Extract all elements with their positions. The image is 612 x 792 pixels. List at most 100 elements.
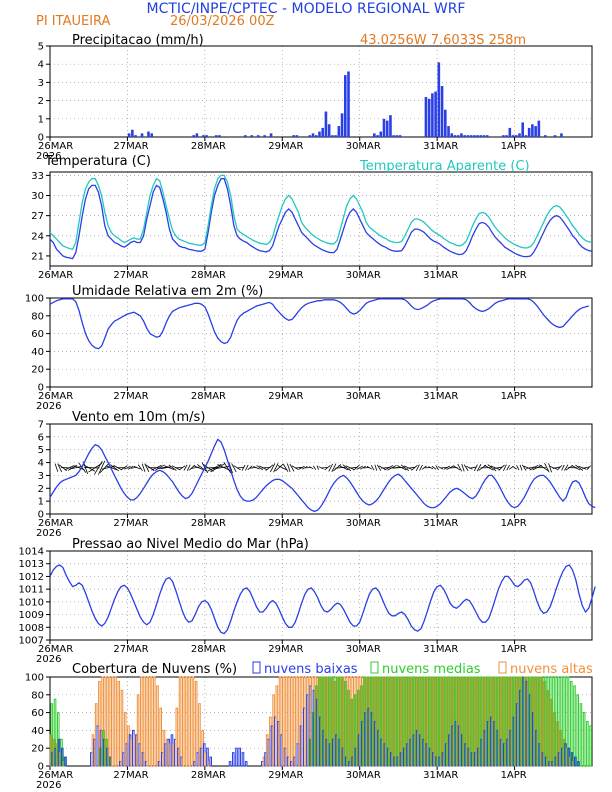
legend-box-medias (370, 661, 379, 674)
wind-arrow (575, 464, 584, 471)
wind-ytick-label: 0 (38, 510, 44, 521)
pressure-frame (49, 550, 593, 641)
wind-arrow (256, 465, 263, 471)
precip-bar (202, 135, 205, 137)
wind-xtick-label: 28MAR (191, 518, 226, 529)
panel-temperature: 21 24 27 30 33 26MAR 27MAR 28MAR 29MAR 30MAR 31MAR… (31, 171, 593, 281)
pressure-ytick-label: 1007 (19, 636, 44, 647)
wind-arrow (356, 465, 363, 470)
precip-bar (431, 93, 434, 137)
clouds-altas-bar (181, 676, 185, 767)
wind-arrow (88, 463, 103, 473)
panel-precip: 0 1 2 3 4 5 26MAR 27MAR 28MAR 29MAR 30MAR 31MAR 1APR… (36, 42, 593, 162)
wind-arrow (269, 463, 276, 473)
wind-arrow (522, 464, 527, 471)
wind-arrow (457, 463, 463, 472)
wind-arrow (400, 464, 409, 471)
wind-ytick-label: 7 (38, 420, 44, 431)
wind-ytick-label: 2 (38, 484, 44, 495)
wind-arrow (144, 463, 150, 473)
legend-nuvens-baixas: nuvens baixas (264, 662, 358, 677)
temperature-ytick-label: 27 (31, 211, 44, 222)
clouds-altas-bar (278, 676, 282, 767)
wind-arrow (353, 464, 360, 471)
precip-bar (343, 75, 347, 137)
precip-bar (456, 135, 460, 137)
wind-arrow (483, 464, 494, 471)
wind-arrow (548, 463, 552, 473)
precip-title: Precipitacao (mm/h) (72, 33, 204, 48)
precip-bar (460, 133, 463, 137)
clouds-altas-bar (146, 676, 150, 767)
humidity-frame (49, 297, 593, 388)
precip-bar (256, 135, 260, 137)
precip-bar (531, 124, 534, 137)
clouds-altas-bar (285, 676, 288, 767)
precip-bar (447, 126, 450, 137)
temperature-line (49, 178, 593, 260)
legend-box-baixas (252, 661, 261, 674)
wind-arrow (384, 465, 394, 471)
wind-arrow (188, 464, 195, 471)
wind-arrow (305, 467, 311, 469)
humidity-ytick-label: 80 (31, 311, 44, 322)
pressure-ytick-label: 1013 (19, 559, 44, 570)
clouds-ytick-label: 100 (25, 673, 44, 684)
precip-bar (392, 135, 395, 137)
precip-bar (440, 86, 444, 137)
pressure-xtick-label: 27MAR (113, 644, 148, 655)
clouds-ytick-label: 0 (38, 762, 44, 773)
precip-bar (382, 118, 386, 137)
clouds-xtick-label: 26MAR (38, 770, 73, 781)
wind-arrow (309, 466, 314, 470)
temperature-xtick-label: 30MAR (346, 270, 381, 281)
clouds-ytick-label: 20 (31, 744, 44, 755)
precip-bar (437, 62, 441, 137)
wind-arrow (506, 464, 510, 471)
precip-bar (427, 98, 431, 137)
precip-bar (524, 135, 528, 137)
wind-arrow (374, 464, 378, 471)
legend-nuvens-altas: nuvens altas (510, 662, 593, 677)
wind-arrow (183, 464, 188, 471)
wind-arrow (313, 465, 317, 470)
precip-bar (134, 135, 137, 137)
clouds-altas-bar (114, 676, 117, 767)
precip-ytick-label: 4 (38, 60, 44, 71)
clouds-baixas-bar (573, 756, 577, 767)
precip-bar (334, 135, 337, 137)
wind-arrow (168, 464, 177, 471)
wind-arrow (516, 465, 520, 471)
humidity-title: Umidade Relativa em 2m (%) (72, 284, 263, 299)
clouds-xtick-label: 31MAR (423, 770, 458, 781)
precip-xtick-label: 26MAR (38, 141, 73, 152)
precip-bar (311, 133, 315, 137)
wind-arrow (164, 465, 175, 470)
precip-ytick-label: 5 (38, 42, 44, 53)
humidity-xtick-label: 31MAR (423, 391, 458, 402)
wind-ytick-label: 1 (38, 497, 44, 508)
wind-arrow (503, 464, 507, 471)
wind-arrow (54, 463, 59, 472)
humidity-xtick-label: 1APR (501, 391, 527, 402)
clouds-altas-bar (294, 676, 298, 767)
wind-arrow (544, 463, 550, 473)
wind-arrow (78, 462, 87, 473)
wind-xtick-label: 27MAR (113, 518, 148, 529)
pressure-year-label: 2026 (36, 654, 61, 665)
wind-xtick-label: 1APR (501, 518, 527, 529)
wind-arrow (298, 465, 305, 470)
precip-bar (553, 135, 557, 137)
wind-arrow (98, 460, 106, 475)
pressure-xtick-label: 29MAR (268, 644, 303, 655)
precip-bar (140, 133, 144, 137)
wind-xtick-label: 29MAR (268, 518, 303, 529)
precip-bar (514, 135, 518, 137)
precip-bar (560, 133, 563, 137)
precip-bar (505, 135, 508, 137)
wind-arrow (549, 465, 558, 470)
clouds-baixas-bar (577, 761, 580, 767)
clouds-ytick-label: 80 (31, 690, 44, 701)
wind-arrow (415, 464, 420, 472)
